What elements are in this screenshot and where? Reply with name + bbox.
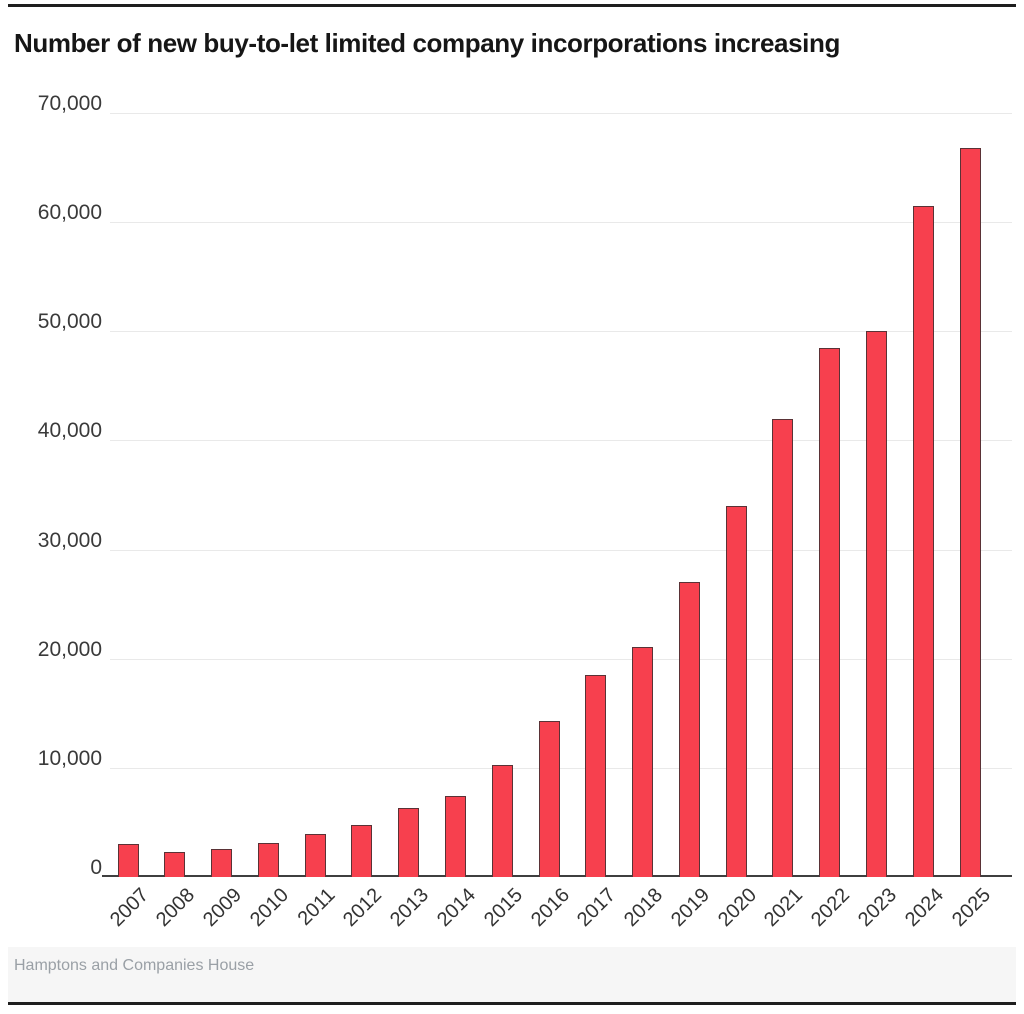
y-axis-tick-label: 20,000 [37, 637, 102, 661]
bar-2014 [444, 796, 466, 877]
gridline-70000 [110, 113, 1012, 114]
x-axis-tick-label-2016: 2016 [526, 884, 574, 932]
bar-2020 [725, 505, 747, 877]
x-axis-tick-label-2012: 2012 [339, 884, 387, 932]
bar-2018 [632, 646, 654, 877]
y-axis-tick-label: 30,000 [37, 528, 102, 552]
x-axis-tick-label-2015: 2015 [479, 884, 527, 932]
gridline-20000 [110, 658, 1012, 660]
bar-2024 [912, 205, 934, 877]
bar-2012 [351, 824, 373, 877]
gridline-40000 [110, 440, 1012, 442]
x-axis-tick-label-2019: 2019 [666, 884, 714, 932]
bar-2025 [959, 147, 981, 877]
source-footer: Hamptons and Companies House [8, 947, 1016, 1002]
bar-2021 [772, 418, 794, 877]
gridline-60000 [110, 222, 1012, 224]
top-rule [8, 4, 1016, 7]
y-axis-tick-label: 50,000 [37, 310, 102, 334]
x-axis-tick-label-2008: 2008 [152, 884, 200, 932]
bottom-rule [8, 1002, 1016, 1005]
gridline-30000 [110, 549, 1012, 551]
x-axis-tick-label-2024: 2024 [900, 884, 948, 932]
gridline-10000 [110, 767, 1012, 769]
chart-title: Number of new buy-to-let limited company… [14, 28, 840, 58]
x-axis-tick-label-2013: 2013 [386, 884, 434, 932]
x-axis-tick-label-2025: 2025 [947, 884, 995, 932]
x-axis-tick-label-2021: 2021 [760, 884, 808, 932]
bar-2022 [819, 347, 841, 877]
bar-2017 [585, 675, 607, 877]
y-axis-tick-label: 0 [90, 856, 102, 879]
x-axis-tick-label-2014: 2014 [433, 884, 481, 932]
bar-2016 [538, 720, 560, 877]
bar-2013 [398, 808, 420, 877]
x-axis-tick-label-2009: 2009 [199, 884, 247, 932]
y-axis-tick-label: 60,000 [37, 201, 102, 225]
source-attribution: Hamptons and Companies House [14, 957, 255, 974]
y-axis-tick-label: 40,000 [37, 419, 102, 443]
x-axis-tick-label-2018: 2018 [620, 884, 668, 932]
bar-2015 [491, 764, 513, 877]
x-axis-tick-label-2010: 2010 [245, 884, 293, 932]
x-axis-tick-label-2007: 2007 [105, 884, 153, 932]
bar-2008 [164, 851, 186, 877]
y-axis-tick-label: 10,000 [37, 746, 102, 770]
y-axis-tick-label: 70,000 [37, 92, 102, 115]
bar-2023 [865, 331, 887, 877]
bar-2010 [257, 843, 279, 877]
gridline-50000 [110, 331, 1012, 333]
x-axis-tick-label-2023: 2023 [854, 884, 902, 932]
x-axis-tick-label-2011: 2011 [293, 884, 340, 930]
x-axis-tick-label-2017: 2017 [573, 884, 621, 932]
x-axis-tick-label-2020: 2020 [713, 884, 761, 932]
bar-2011 [304, 834, 326, 877]
bar-2019 [678, 582, 700, 877]
x-axis-tick-label-2022: 2022 [807, 884, 855, 932]
bar-2007 [117, 844, 139, 877]
bar-2009 [211, 848, 233, 877]
